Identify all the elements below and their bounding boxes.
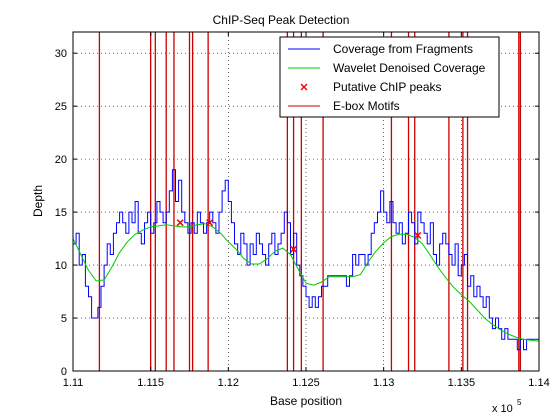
y-tick-label: 25 [55,101,67,113]
legend-label: Wavelet Denoised Coverage [333,61,486,75]
y-tick-label: 30 [55,48,67,60]
peak-marker [414,231,422,239]
legend: Coverage from Fragments Wavelet Denoised … [279,36,500,118]
legend-label: Putative ChIP peaks [333,80,442,94]
x-multiplier-label: x 10 [492,403,513,415]
peak-marker [176,219,184,227]
legend-swatch [300,83,308,91]
x-tick-label: 1.12 [218,377,239,389]
peak-marker [206,219,214,227]
legend-box [279,36,500,118]
coverage-series [73,169,539,351]
x-tick-label: 1.115 [137,377,164,389]
y-tick-label: 15 [55,207,67,219]
peak-marker [290,245,298,253]
coverage-line [73,169,539,351]
y-tick-label: 20 [55,154,67,166]
y-tick-label: 5 [61,313,67,325]
y-tick-label: 10 [55,260,67,272]
x-tick-label: 1.125 [292,377,320,389]
x-multiplier-exponent: 5 [517,398,522,407]
chart-title: ChIP-Seq Peak Detection [213,13,350,27]
legend-label: Coverage from Fragments [333,42,473,56]
x-tick-label: 1.14 [528,377,549,389]
x-tick-label: 1.135 [448,377,476,389]
denoised-series [72,223,540,342]
peak-markers [176,219,422,253]
x-tick-label: 1.13 [373,377,394,389]
y-axis-label: Depth [31,185,45,217]
y-tick-label: 0 [61,366,67,378]
x-axis-label: Base position [270,394,342,408]
legend-label: E-box Motifs [333,99,400,113]
x-tick-label: 1.11 [63,377,84,389]
axis-ticks: 1.11 1.115 1.12 1.125 1.13 1.135 1.14 0 5 10 15 20 2… [55,32,550,389]
denoised-line [72,223,540,342]
